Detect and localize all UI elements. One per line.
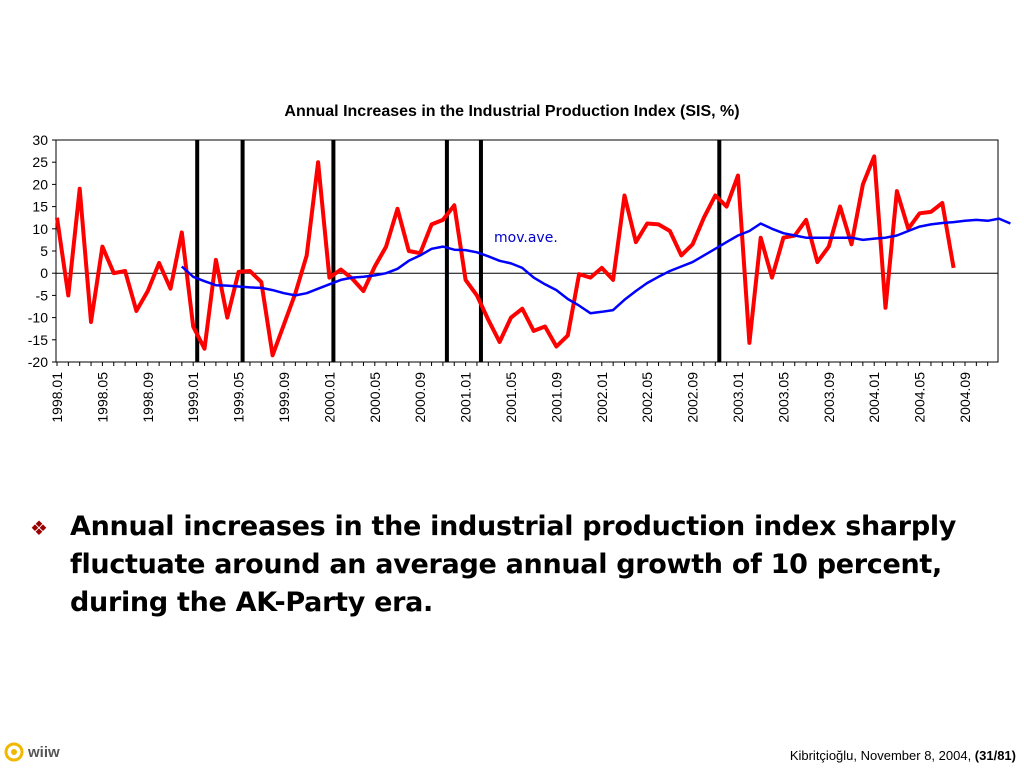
y-tick-label: 20 — [32, 176, 48, 192]
x-tick-label: 2004.09 — [957, 372, 973, 423]
series-line-annual-increase — [55, 154, 956, 358]
x-tick-label: 2003.01 — [730, 372, 746, 423]
x-tick-label: 2001.01 — [458, 372, 474, 423]
x-tick-label: 2002.09 — [685, 372, 701, 423]
series-line-moving-average — [180, 217, 1011, 315]
x-tick-label: 1998.09 — [140, 372, 156, 423]
x-tick-label: 1998.01 — [49, 372, 65, 423]
y-tick-label: 10 — [32, 221, 48, 237]
x-tick-label: 2000.01 — [321, 372, 337, 423]
x-tick-label: 2000.09 — [412, 372, 428, 423]
x-tick-label: 2004.05 — [912, 372, 928, 423]
y-tick-label: 0 — [40, 265, 48, 281]
y-tick-label: -5 — [36, 287, 49, 303]
x-tick-label: 1998.05 — [94, 372, 110, 423]
y-tick-label: 15 — [32, 199, 48, 215]
x-tick-label: 2000.05 — [367, 372, 383, 423]
x-tick-label: 1999.01 — [185, 372, 201, 423]
logo-text: wiiw — [28, 743, 60, 761]
footer-text: Kibritçioğlu, November 8, 2004, — [789, 748, 975, 763]
x-tick-label: 1999.09 — [276, 372, 292, 423]
bullet-point: ❖ Annual increases in the industrial pro… — [30, 508, 1010, 622]
y-tick-label: -10 — [28, 310, 48, 326]
y-tick-label: -15 — [28, 332, 48, 348]
chart: Annual Increases in the Industrial Produ… — [28, 103, 1011, 423]
x-tick-label: 2004.01 — [866, 372, 882, 423]
x-tick-label: 2003.09 — [821, 372, 837, 423]
x-tick-label: 2002.05 — [639, 372, 655, 423]
y-tick-label: 25 — [32, 154, 48, 170]
mov-ave-label: mov.ave. — [494, 230, 558, 246]
x-tick-label: 2001.09 — [548, 372, 564, 423]
bullet-text: Annual increases in the industrial produ… — [70, 511, 957, 618]
x-tick-label: 2001.05 — [503, 372, 519, 423]
wiiw-logo-icon — [4, 742, 24, 762]
y-tick-label: 5 — [40, 243, 48, 259]
x-tick-label: 2003.05 — [775, 372, 791, 423]
chart-title: Annual Increases in the Industrial Produ… — [284, 103, 739, 120]
page-number: (31/81) — [974, 748, 1016, 763]
x-tick-label: 1999.05 — [231, 372, 247, 423]
y-tick-label: -20 — [28, 354, 48, 370]
x-tick-label: 2002.01 — [594, 372, 610, 423]
footer: Kibritçioğlu, November 8, 2004, (31/81) — [790, 748, 1016, 763]
y-tick-label: 30 — [32, 132, 48, 148]
diamond-bullet-icon: ❖ — [30, 516, 48, 540]
wiiw-logo: wiiw — [4, 742, 60, 762]
